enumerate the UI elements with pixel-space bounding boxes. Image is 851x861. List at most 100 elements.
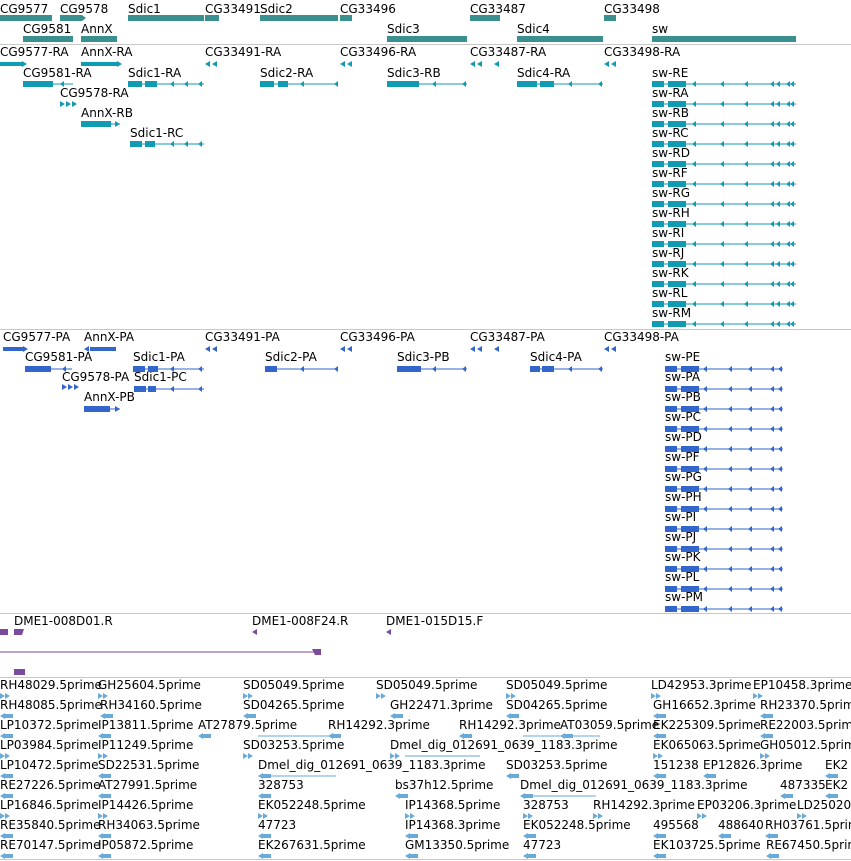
transcript-label[interactable]: sw-RI [652,226,685,240]
clone-label[interactable]: DME1-008F24.R [252,614,349,628]
est-label[interactable]: RH23370.5prime [760,698,851,712]
est-label[interactable]: Dmel_dig_012691_0639_1183.3prime [390,738,618,752]
protein-label[interactable]: AnnX-PB [84,390,135,404]
est-label[interactable]: LP16846.5prime [0,798,99,812]
protein-glyphs[interactable] [0,0,851,612]
transcript-label[interactable]: sw-RL [652,286,688,300]
transcript-glyphs[interactable] [0,0,851,330]
protein-label[interactable]: Sdic2-PA [265,350,317,364]
transcript-label[interactable]: CG9581-RA [23,66,92,80]
protein-label[interactable]: sw-PL [665,570,700,584]
protein-label[interactable]: CG33498-PA [604,330,679,344]
est-label[interactable]: GM13350.5prime [405,838,510,852]
protein-label[interactable]: CG9581-PA [25,350,93,364]
est-label[interactable]: EK052248.5prime [258,798,366,812]
est-label[interactable]: AT27879.5prime [198,718,298,732]
est-label[interactable]: GH16652.3prime [653,698,756,712]
est-label[interactable]: EK2 [825,758,849,772]
est-label[interactable]: Dmel_dig_012691_0639_1183.3prime [520,778,748,792]
est-label[interactable]: EK225309.5prime [653,718,761,732]
protein-label[interactable]: sw-PK [665,550,701,564]
gene-label[interactable]: Sdic4 [517,22,550,36]
protein-label[interactable]: sw-PE [665,350,701,364]
clone-label[interactable]: DME1-015D15.F [386,614,484,628]
est-label[interactable]: EK103725.5prime [653,838,761,852]
est-label[interactable]: EK052248.5prime [523,818,631,832]
est-label[interactable]: SD04265.5prime [506,698,608,712]
gene-label[interactable]: CG9578 [60,2,109,16]
est-label[interactable]: IP14368.3prime [405,818,501,832]
est-label[interactable]: EP12826.3prime [703,758,803,772]
protein-label[interactable]: sw-PJ [665,530,697,544]
protein-label[interactable]: Sdic1-PA [133,350,185,364]
est-label[interactable]: EP10458.3prime [753,678,851,692]
est-label[interactable]: RE22003.5prime [760,718,851,732]
protein-label[interactable]: Sdic4-PA [530,350,582,364]
est-label[interactable]: RH14292.3prime [459,718,561,732]
est-label[interactable]: GH22471.3prime [390,698,493,712]
est-label[interactable]: RH14292.3prime [593,798,695,812]
protein-label[interactable]: Sdic1-PC [134,370,187,384]
protein-label[interactable]: sw-PH [665,490,702,504]
transcript-label[interactable]: sw-RH [652,206,690,220]
transcript-label[interactable]: Sdic1-RC [130,126,184,140]
protein-label[interactable]: sw-PI [665,510,697,524]
est-label[interactable]: 328753 [523,798,569,812]
est-label[interactable]: RE35840.5prime [0,818,101,832]
transcript-label[interactable]: AnnX-RA [81,45,133,59]
protein-label[interactable]: CG33491-PA [205,330,280,344]
est-label[interactable]: EK2 [825,778,849,792]
protein-label[interactable]: sw-PM [665,590,703,604]
transcript-label[interactable]: sw-RE [652,66,689,80]
clone-label[interactable]: DME1-008D01.R [14,614,113,628]
est-label[interactable]: SD04265.5prime [243,698,345,712]
est-label[interactable]: RH14292.3prime [328,718,430,732]
transcript-label[interactable]: Sdic3-RB [387,66,441,80]
est-label[interactable]: RH48085.5prime [0,698,102,712]
est-label[interactable]: LD42953.3prime [651,678,752,692]
transcript-label[interactable]: sw-RB [652,106,689,120]
est-label[interactable]: 487335 [780,778,826,792]
transcript-label[interactable]: sw-RK [652,266,689,280]
est-label[interactable]: SD03253.5prime [243,738,345,752]
protein-label[interactable]: AnnX-PA [84,330,135,344]
gene-label[interactable]: CG33491 [205,2,261,16]
transcript-label[interactable]: sw-RD [652,146,690,160]
est-label[interactable]: IP14426.5prime [98,798,194,812]
protein-label[interactable]: CG33496-PA [340,330,415,344]
est-label[interactable]: RH34063.5prime [98,818,200,832]
est-label[interactable]: GH05012.5prime [760,738,851,752]
est-label[interactable]: GH25604.5prime [98,678,201,692]
est-label[interactable]: LP10472.5prime [0,758,99,772]
protein-label[interactable]: sw-PF [665,450,700,464]
est-label[interactable]: IP05872.5prime [98,838,194,852]
est-label[interactable]: LP10372.5prime [0,718,99,732]
est-label[interactable]: IP14368.5prime [405,798,501,812]
est-label[interactable]: SD22531.5prime [98,758,200,772]
est-label[interactable]: LP03984.5prime [0,738,99,752]
transcript-label[interactable]: sw-RC [652,126,689,140]
gene-label[interactable]: CG33498 [604,2,660,16]
gene-label[interactable]: Sdic2 [260,2,293,16]
est-label[interactable]: RH48029.5prime [0,678,102,692]
gene-label[interactable]: AnnX [81,22,113,36]
est-label[interactable]: RH03761.5prime [765,818,851,832]
est-label[interactable]: 47723 [523,838,562,852]
transcript-label[interactable]: Sdic1-RA [128,66,182,80]
est-label[interactable]: EK267631.5prime [258,838,366,852]
est-label[interactable]: 47723 [258,818,297,832]
transcript-label[interactable]: CG33491-RA [205,45,282,59]
est-label[interactable]: RH34160.5prime [100,698,202,712]
transcript-label[interactable]: sw-RJ [652,246,685,260]
est-label[interactable]: IP11249.5prime [98,738,194,752]
transcript-label[interactable]: sw-RM [652,306,692,320]
est-label[interactable]: bs37h12.5prime [395,778,494,792]
est-label[interactable]: 488640 [718,818,764,832]
transcript-label[interactable]: CG33487-RA [470,45,547,59]
transcript-label[interactable]: Sdic4-RA [517,66,571,80]
est-label[interactable]: SD03253.5prime [506,758,608,772]
est-label[interactable]: AT03059.5prime [560,718,660,732]
transcript-label[interactable]: sw-RG [652,186,691,200]
est-label[interactable]: RE70147.5prime [0,838,101,852]
